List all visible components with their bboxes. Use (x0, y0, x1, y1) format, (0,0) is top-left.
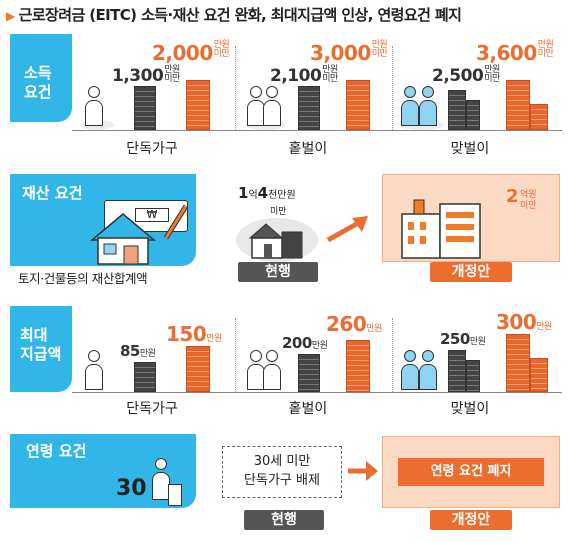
new-pill: 개정안 (430, 262, 512, 282)
age-current-text: 30세 미만 단독가구 배제 (244, 454, 320, 488)
max-new-value: 300만원 (496, 310, 552, 334)
income-current-value: 2,100만원 미만 (270, 65, 338, 87)
current-pill: 현행 (238, 262, 318, 282)
max-current-value: 250만원 (440, 330, 486, 348)
property-current-value: 1억4천만원 (238, 184, 296, 202)
group-label: 홑벌이 (288, 141, 328, 157)
bar-current (448, 350, 466, 392)
bar-new (530, 358, 548, 392)
person-icon (400, 86, 420, 130)
max-new-value: 150만원 (166, 322, 222, 346)
arrow-icon (326, 216, 368, 243)
bar-new (186, 346, 210, 392)
person-icon (84, 86, 104, 130)
person-icon (418, 350, 438, 392)
arrow-icon (348, 461, 378, 481)
bar-current (448, 90, 466, 130)
max-new-value: 260만원 (326, 312, 382, 336)
group-label: 홑벌이 (288, 401, 328, 417)
baseline (72, 392, 562, 393)
bar-current (298, 354, 320, 392)
current-pill: 현행 (244, 510, 324, 530)
group-label: 단독가구 (126, 141, 178, 157)
pen-icon (163, 204, 189, 240)
age-current-box (222, 446, 342, 498)
property-new-unit: 억원 미만 (520, 190, 537, 211)
income-new-value: 3,600만원 미만 (476, 40, 554, 66)
income-current-value: 2,500만원 미만 (432, 65, 500, 87)
income-current-value: 1,300만원 미만 (112, 65, 180, 87)
income-new-value: 2,000만원 미만 (152, 40, 230, 66)
group-label: 맞벌이 (450, 401, 490, 417)
property-caption: 토지·건물등의 재산합계액 (18, 271, 148, 286)
bar-new (506, 334, 530, 392)
group-label: 단독가구 (126, 401, 178, 417)
income-new-value: 3,000만원 미만 (310, 40, 388, 66)
stack-icon (168, 484, 182, 506)
new-pill: 개정안 (430, 510, 512, 530)
income-tag-label: 소득 요건 (24, 64, 52, 101)
property-new-value: 2 (506, 186, 519, 207)
property-current-suffix: 미만 (270, 207, 287, 217)
divider (235, 318, 236, 392)
divider (392, 46, 393, 130)
divider (392, 318, 393, 392)
person-icon (150, 458, 172, 506)
bar-new (506, 80, 530, 130)
group-label: 맞벌이 (450, 141, 490, 157)
bar-new (186, 80, 210, 130)
bar-new (346, 80, 370, 130)
person-icon (400, 350, 420, 392)
triangle-icon: ▶ (6, 9, 15, 23)
max-tag (10, 306, 72, 392)
building-icon (401, 199, 481, 259)
age-value: 30 (116, 476, 147, 501)
person-icon (262, 86, 282, 130)
bar-current (134, 86, 156, 130)
age-tag-label: 연령 요건 (26, 442, 87, 460)
bar-new (530, 104, 548, 130)
person-icon (418, 86, 438, 130)
baseline (72, 130, 562, 131)
max-current-value: 85만원 (120, 342, 156, 360)
property-tag-label: 재산 요건 (22, 184, 83, 202)
bar-current (298, 86, 320, 130)
income-tag (10, 34, 72, 122)
page-title: ▶ 근로장려금 (EITC) 소득·재산 요건 완화, 최대지급액 인상, 연령요… (6, 6, 462, 24)
person-icon (262, 350, 282, 392)
bar-current (134, 362, 156, 392)
person-icon (84, 350, 104, 392)
age-new-text: 연령 요건 폐지 (398, 458, 544, 486)
house-icon (89, 213, 157, 265)
divider (235, 46, 236, 130)
bar-new (346, 340, 370, 392)
house-small-icon (248, 223, 303, 259)
bar-current (466, 360, 480, 392)
max-current-value: 200만원 (282, 334, 328, 352)
person-icon (246, 350, 266, 392)
bar-current (466, 100, 480, 130)
max-tag-label: 최대 지급액 (20, 326, 62, 363)
